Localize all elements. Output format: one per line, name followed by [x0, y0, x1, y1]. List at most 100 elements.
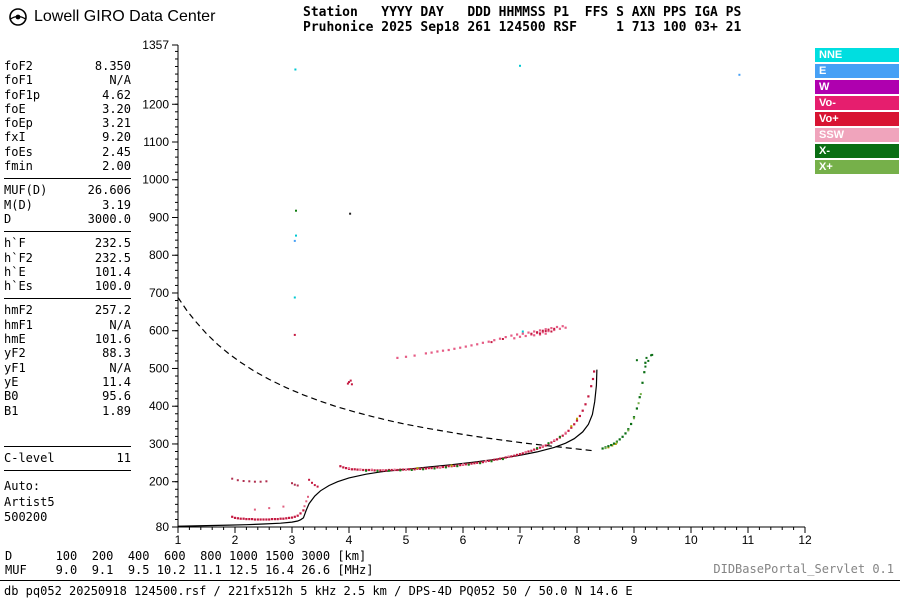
param-value: 3.20	[102, 101, 131, 116]
param-label: foE	[4, 101, 26, 116]
param-label: foF1p	[4, 87, 41, 102]
trace-f-trace-green-mix	[365, 435, 561, 473]
trace-es-o-trace	[231, 509, 305, 521]
svg-text:300: 300	[149, 437, 169, 451]
parameter-panel: foF2 8.350 foF1 N/A foF1p 4.62 foE 3.20 foEp 3.21…	[4, 59, 131, 526]
trace-f1-onset	[308, 478, 319, 488]
param-value: 11.4	[102, 374, 131, 389]
param-row-yf2: yF2 88.3	[4, 346, 131, 360]
svg-text:200: 200	[149, 475, 169, 489]
trace-second-hop-red	[490, 327, 556, 344]
auto-block: Auto: Artist5 500200	[4, 479, 131, 526]
param-value: N/A	[109, 360, 131, 375]
param-value: 88.3	[102, 346, 131, 361]
trace-x-plus-mix	[604, 393, 642, 450]
svg-text:500: 500	[149, 361, 169, 375]
legend-item-x-: X-	[815, 144, 899, 158]
param-label: hmF2	[4, 303, 33, 318]
param-label: foF2	[4, 59, 33, 73]
param-value: 1.89	[102, 403, 131, 418]
giro-logo-icon	[9, 8, 27, 26]
station-columns-line: Station YYYY DAY DDD HHMMSS P1 FFS S AXN…	[303, 5, 742, 20]
param-label: h`F2	[4, 250, 33, 265]
param-group-divider	[4, 178, 131, 180]
legend-item-e: E	[815, 64, 899, 78]
param-value: 100.0	[94, 279, 131, 294]
svg-text:12: 12	[798, 533, 812, 547]
param-value: 2.00	[102, 159, 131, 174]
line-topside-extrapolation	[177, 297, 595, 452]
param-row-d: D 3000.0	[4, 212, 131, 226]
param-label: yF1	[4, 360, 26, 375]
param-value: 9.20	[102, 130, 131, 145]
trace-f-x-trace	[601, 361, 647, 450]
param-value: 95.6	[102, 389, 131, 404]
svg-text:900: 900	[149, 210, 169, 224]
param-row-fof1p: foF1p 4.62	[4, 88, 131, 102]
param-label: B1	[4, 403, 19, 418]
svg-text:6: 6	[460, 533, 467, 547]
param-value: 232.5	[94, 250, 131, 265]
param-label: yE	[4, 374, 19, 389]
param-group-divider	[4, 298, 131, 300]
auto-label: Auto:	[4, 479, 41, 494]
param-label: hmE	[4, 332, 26, 347]
param-label: fmin	[4, 159, 33, 174]
y-axis: 80 200 300 400 500 600 700 800 900 1000 1100 1200 13…	[142, 38, 179, 534]
param-group-divider	[4, 470, 131, 472]
param-label: foF1	[4, 73, 33, 88]
legend-item-nne: NNE	[815, 48, 899, 62]
trace-noise-red	[293, 333, 353, 386]
param-value: 3000.0	[87, 211, 131, 226]
param-label: yF2	[4, 346, 26, 361]
param-value: 4.62	[102, 87, 131, 102]
param-row-b0: B0 95.6	[4, 389, 131, 403]
svg-text:700: 700	[149, 286, 169, 300]
svg-text:11: 11	[742, 533, 755, 547]
trace-x-trace-spread	[635, 353, 654, 368]
param-value: 101.4	[94, 264, 131, 279]
param-row-h-f: h`F 232.5	[4, 236, 131, 250]
param-value: 3.19	[102, 197, 131, 212]
trace-f-trace-pink-mix	[348, 431, 567, 471]
param-label: C-level	[4, 450, 55, 465]
param-row-hmf1: hmF1 N/A	[4, 318, 131, 332]
svg-text:3: 3	[289, 533, 296, 547]
param-value: 11	[116, 450, 131, 465]
legend-item-vo-: Vo+	[815, 112, 899, 126]
param-label: foEs	[4, 144, 33, 159]
param-label: MUF(D)	[4, 183, 48, 198]
param-label: D	[4, 211, 12, 226]
param-label: h`Es	[4, 279, 33, 294]
trace-noise-green	[295, 209, 297, 212]
trace-e-cusp	[253, 495, 309, 511]
svg-text:8: 8	[574, 533, 581, 547]
svg-text:800: 800	[149, 248, 169, 262]
brand: Lowell GIRO Data Center	[8, 7, 215, 27]
param-label: h`F	[4, 236, 26, 251]
trace-f-trace-yellow-mix	[416, 417, 617, 470]
trace-noise-cyan	[293, 64, 524, 333]
param-label: B0	[4, 389, 19, 404]
param-row-fof1: foF1 N/A	[4, 73, 131, 87]
d-muf-table: D 100 200 400 600 800 1000 1500 3000 [km…	[5, 549, 373, 577]
svg-text:2: 2	[232, 533, 239, 547]
param-row-ye: yE 11.4	[4, 375, 131, 389]
param-label: hmF1	[4, 317, 33, 332]
svg-text:1357: 1357	[142, 38, 169, 52]
station-values-line: Pruhonice 2025 Sep18 261 124500 RSF 1 71…	[303, 20, 742, 35]
param-value: 101.6	[94, 332, 131, 347]
echo-type-legend: NNE E W Vo- Vo+ SSW X- X+	[815, 48, 899, 176]
svg-text:10: 10	[684, 533, 698, 547]
auto-program: Artist5	[4, 494, 55, 509]
svg-text:600: 600	[149, 324, 169, 338]
x-axis: 1 2 3 4 5 6 7 8 9 10 11 12	[175, 526, 812, 547]
status-bar: db pq052 20250918 124500.rsf / 221fx512h…	[0, 580, 900, 600]
param-value: 257.2	[94, 303, 131, 318]
legend-item-w: W	[815, 80, 899, 94]
param-row-m-d-: M(D) 3.19	[4, 198, 131, 212]
param-row-muf-d-: MUF(D) 26.606	[4, 183, 131, 197]
param-row-h-es: h`Es 100.0	[4, 279, 131, 293]
param-value: 232.5	[94, 236, 131, 251]
